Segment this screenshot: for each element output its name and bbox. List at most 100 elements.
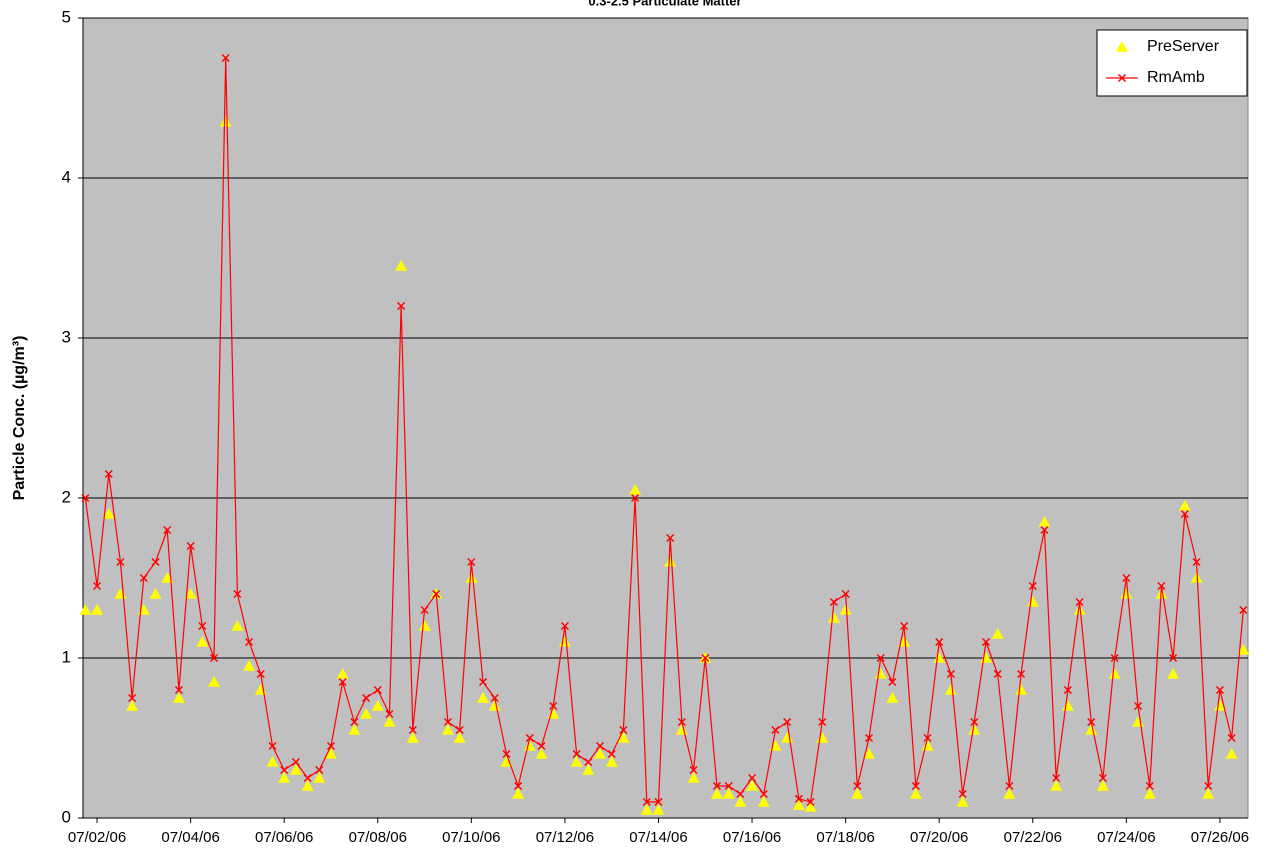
marker [944,684,957,695]
marker [584,757,593,767]
marker [512,788,525,799]
marker [570,756,583,767]
y-tick-label: 0 [62,807,71,826]
marker [1038,516,1051,527]
marker [1145,781,1154,791]
marker [91,604,104,615]
marker [748,773,757,783]
marker [1003,788,1016,799]
marker [231,620,244,631]
marker [291,757,300,767]
y-tick-label: 4 [62,167,71,186]
marker [233,589,242,599]
marker [958,789,967,799]
marker [184,588,197,599]
marker [1085,724,1098,735]
plot-area [82,17,1249,819]
marker [385,709,394,719]
marker [209,653,219,663]
marker [933,652,946,663]
marker [149,588,162,599]
chart-title: 0.3-2.5 Particulate Matter [588,0,741,8]
marker [467,557,476,567]
marker [93,581,102,591]
marker [163,525,172,535]
marker [617,732,630,743]
marker [746,780,759,791]
marker [818,717,827,727]
marker [1227,733,1236,743]
marker [677,717,686,727]
marker [348,724,361,735]
marker [1202,788,1215,799]
marker [102,508,115,519]
marker [664,556,677,567]
marker [525,733,534,743]
marker [443,717,452,727]
marker [172,692,185,703]
marker [126,700,139,711]
marker [128,693,137,703]
marker [642,797,651,807]
marker [373,685,382,695]
y-tick-label: 1 [62,647,71,666]
marker [582,764,595,775]
marker [465,572,478,583]
marker [701,653,710,663]
x-tick-label: 07/12/06 [536,829,594,846]
marker [371,700,384,711]
marker [946,669,955,679]
marker [981,637,991,647]
marker [514,781,523,791]
marker [268,741,277,751]
marker [1239,605,1248,615]
x-tick-label: 07/14/06 [629,829,687,846]
marker [1098,773,1107,783]
marker [81,493,90,503]
marker [221,53,230,63]
marker [116,557,125,567]
marker [605,756,618,767]
marker [502,749,511,759]
marker [315,765,324,775]
marker [1225,748,1238,759]
marker [900,621,909,631]
marker [687,772,700,783]
marker [326,741,336,751]
marker [174,685,183,695]
marker [888,677,897,687]
marker [629,484,642,495]
legend-label: PreServer [1147,38,1220,55]
y-tick-label: 5 [62,7,71,26]
marker [783,717,792,727]
marker [666,533,675,543]
marker [198,621,207,631]
marker [863,748,876,759]
marker [956,796,969,807]
legend-marker [1117,73,1127,83]
marker [1204,781,1213,791]
marker [607,749,616,759]
marker [736,789,745,799]
x-tick-label: 07/24/06 [1097,829,1155,846]
marker [535,748,548,759]
marker [441,724,454,735]
marker [1180,509,1189,519]
marker [336,668,349,679]
marker [432,589,441,599]
marker [804,800,817,812]
x-tick-label: 07/06/06 [255,829,313,846]
x-tick-label: 07/04/06 [161,829,219,846]
marker [406,732,419,743]
marker [572,749,581,759]
marker [256,669,265,679]
marker [911,781,920,791]
marker [219,116,232,127]
marker [278,772,291,783]
marker [1052,773,1061,783]
marker [1190,572,1203,583]
x-tick-label: 07/26/06 [1191,829,1249,846]
marker [1096,780,1109,791]
marker [923,733,932,743]
